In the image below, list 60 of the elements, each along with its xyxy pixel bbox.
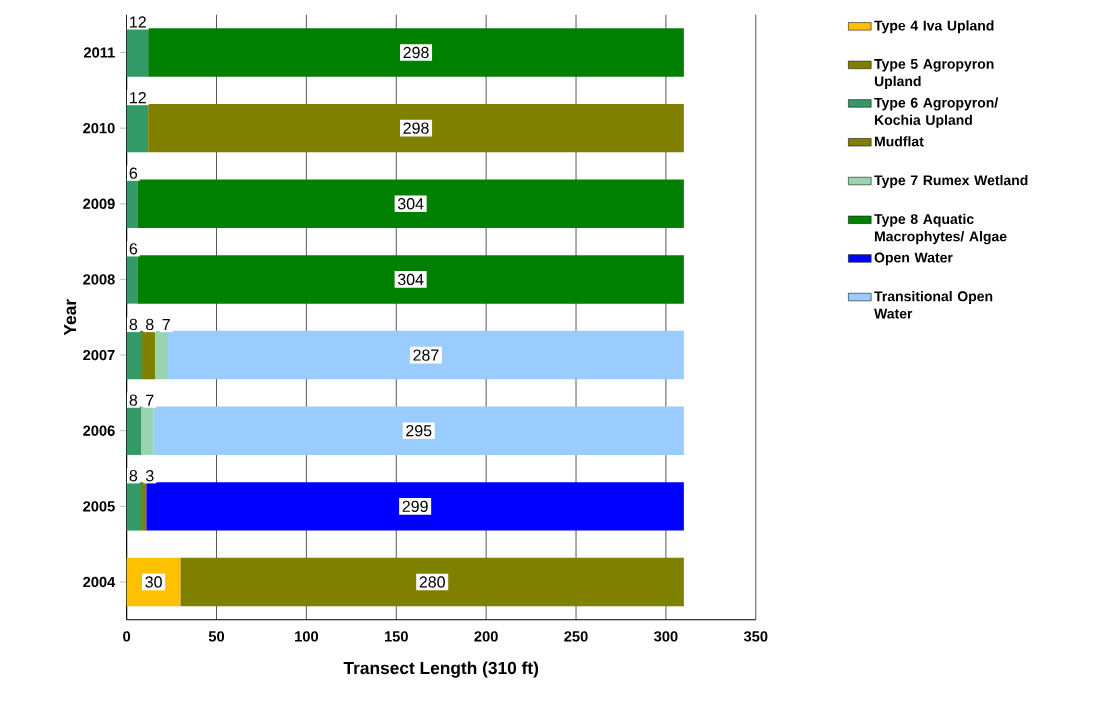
y-tick-label: 2011 bbox=[83, 47, 115, 58]
bar bbox=[148, 28, 684, 77]
y-tick-label: 2009 bbox=[83, 198, 115, 209]
legend-label: Type 8 Aquatic Macrophytes/ Algae bbox=[874, 213, 1007, 245]
x-tick-label: 50 bbox=[208, 631, 225, 642]
bar bbox=[167, 330, 684, 380]
data-label: 298 bbox=[403, 122, 429, 134]
y-tick-label: 2010 bbox=[83, 122, 115, 134]
data-label: 280 bbox=[419, 576, 445, 588]
data-label: 304 bbox=[397, 273, 424, 286]
bar bbox=[126, 330, 142, 380]
legend-label: Open Water bbox=[874, 252, 953, 266]
legend-label: Type 5 Agropyron Upland bbox=[874, 59, 994, 89]
data-label: 8 bbox=[129, 394, 138, 406]
y-tick-label: 2005 bbox=[83, 501, 115, 512]
data-label: 12 bbox=[130, 16, 146, 28]
bar bbox=[126, 255, 138, 304]
bar bbox=[126, 482, 142, 531]
data-label: 295 bbox=[406, 425, 432, 437]
y-tick-label: 2007 bbox=[83, 349, 115, 361]
data-label: 30 bbox=[145, 576, 162, 588]
data-label: 7 bbox=[162, 319, 170, 331]
legend-label: Mudflat bbox=[875, 136, 924, 147]
bar bbox=[141, 330, 156, 380]
bar bbox=[126, 179, 138, 228]
data-label: 304 bbox=[397, 198, 424, 210]
legend-label: Transitional Open Water bbox=[874, 290, 993, 319]
bar bbox=[180, 557, 684, 607]
legend-label: Type 7 Rumex Wetland bbox=[874, 174, 1028, 188]
x-tick-label: 200 bbox=[474, 631, 498, 642]
data-label: 8 bbox=[146, 318, 154, 331]
data-label: 3 bbox=[145, 470, 154, 482]
data-label: 12 bbox=[130, 91, 146, 104]
x-tick-label: 250 bbox=[564, 631, 588, 642]
bar bbox=[126, 406, 142, 455]
y-tick-label: 2004 bbox=[83, 576, 116, 588]
x-tick-label: 350 bbox=[743, 631, 768, 642]
x-tick-label: 100 bbox=[295, 631, 319, 642]
data-label: 7 bbox=[146, 394, 154, 406]
bar bbox=[148, 103, 684, 153]
data-label: 8 bbox=[129, 470, 138, 482]
x-tick-label: 0 bbox=[123, 631, 131, 642]
data-label: 8 bbox=[129, 318, 138, 331]
data-label: 287 bbox=[413, 349, 439, 361]
legend-label: Type 6 Agropyron/ Kochia Upland bbox=[874, 97, 999, 128]
x-axis-title: Transect Length (310 ft) bbox=[343, 661, 539, 678]
y-tick-label: 2008 bbox=[83, 274, 115, 285]
x-tick-label: 150 bbox=[384, 631, 408, 642]
bar bbox=[137, 255, 684, 304]
legend-label: Type 4 Iva Upland bbox=[874, 20, 994, 34]
data-label: 298 bbox=[403, 46, 429, 59]
y-axis-title: Year bbox=[64, 299, 77, 336]
bar bbox=[153, 406, 684, 455]
y-tick-label: 2006 bbox=[83, 425, 115, 436]
data-label: 6 bbox=[129, 243, 138, 255]
bar bbox=[137, 179, 684, 228]
data-label: 6 bbox=[129, 167, 138, 179]
data-label: 299 bbox=[402, 500, 428, 512]
x-tick-label: 300 bbox=[654, 631, 678, 642]
bar bbox=[146, 482, 684, 531]
